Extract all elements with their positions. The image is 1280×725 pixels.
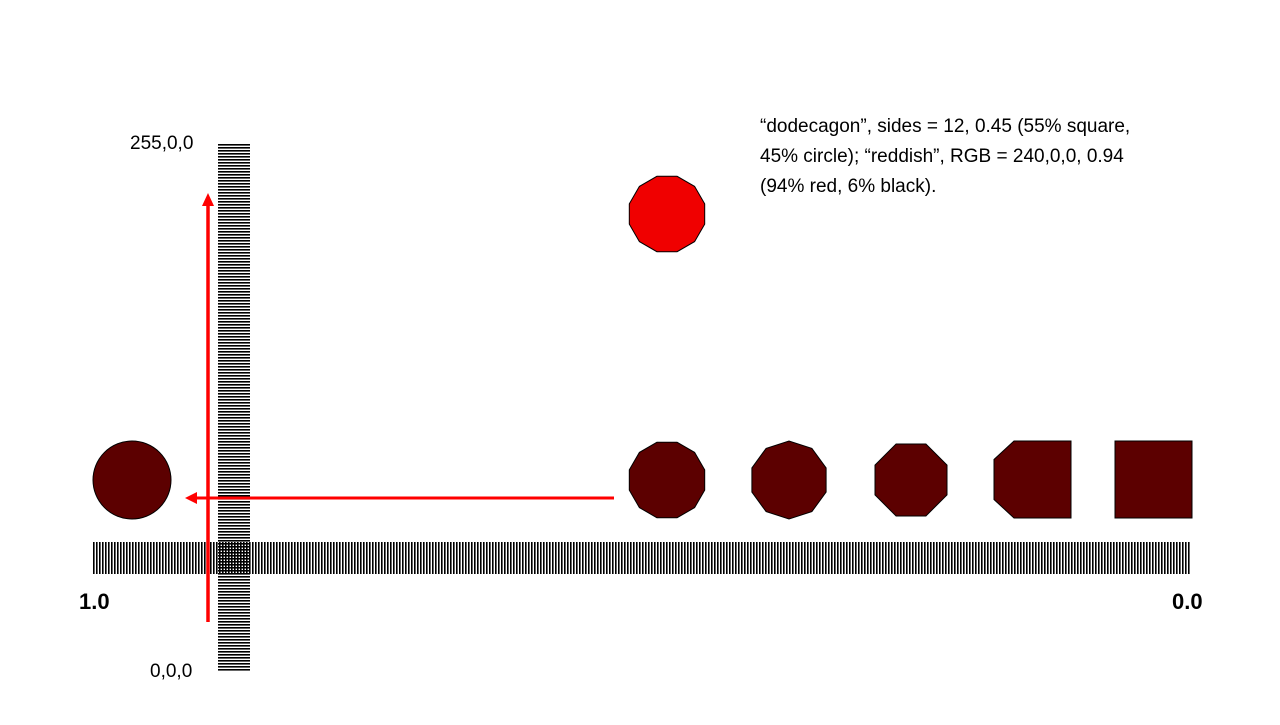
- shapes-layer: [92, 175, 1193, 520]
- square-shape: [1114, 440, 1193, 519]
- horizontal-axis-bar: [93, 542, 1190, 574]
- vertical-axis-top-label: 255,0,0: [130, 133, 194, 154]
- vertical-axis-bottom-label: 0,0,0: [150, 661, 193, 682]
- decagon-shape: [751, 440, 827, 520]
- highlighted-dodecagon: [628, 175, 706, 253]
- octagon-shape: [874, 443, 948, 517]
- shape-description: “dodecagon”, sides = 12, 0.45 (55% squar…: [760, 112, 1130, 202]
- dodecagon-shape: [628, 441, 706, 519]
- description-line-2: 45% circle); “reddish”, RGB = 240,0,0, 0…: [760, 146, 1124, 167]
- circle-shape: [92, 440, 172, 520]
- horizontal-arrow: [185, 492, 614, 504]
- horizontal-axis-left-label: 1.0: [79, 589, 110, 614]
- description-line-1: “dodecagon”, sides = 12, 0.45 (55% squar…: [760, 116, 1131, 137]
- description-line-3: (94% red, 6% black).: [760, 176, 937, 197]
- beveled-square-shape: [993, 440, 1072, 519]
- horizontal-axis-right-label: 0.0: [1172, 589, 1203, 614]
- vertical-axis-bar: [218, 144, 250, 672]
- vertical-arrow: [202, 193, 214, 622]
